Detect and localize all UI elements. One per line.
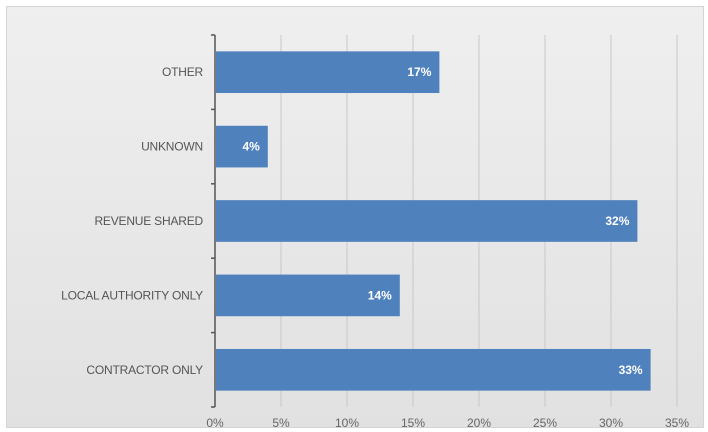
category-label: UNKNOWN <box>141 140 203 154</box>
data-label: 4% <box>242 140 260 154</box>
data-label: 17% <box>407 65 431 79</box>
category-label: LOCAL AUTHORITY ONLY <box>61 288 203 302</box>
bar <box>216 51 440 94</box>
category-label: REVENUE SHARED <box>94 214 203 228</box>
category-label: OTHER <box>162 65 204 79</box>
data-label: 33% <box>619 363 643 377</box>
x-tick-label: 0% <box>206 416 224 429</box>
data-label: 32% <box>605 214 629 228</box>
bar <box>216 200 638 242</box>
category-label: CONTRACTOR ONLY <box>86 363 203 377</box>
x-tick-label: 30% <box>599 416 623 429</box>
x-tick-label: 5% <box>272 416 290 429</box>
data-label: 14% <box>368 288 392 302</box>
x-tick-label: 20% <box>467 416 491 429</box>
x-tick-label: 25% <box>533 416 557 429</box>
x-tick-label: 15% <box>401 416 425 429</box>
chart-area: 0% 5% 10% 15% 20% 25% 30% 35% OTHER 17% UNKNOWN 4% R… <box>6 6 704 429</box>
bar-chart: 0% 5% 10% 15% 20% 25% 30% 35% OTHER 17% UNKNOWN 4% R… <box>61 34 689 429</box>
bar <box>216 274 400 317</box>
bar <box>216 348 651 391</box>
x-tick-label: 35% <box>665 416 689 429</box>
bar <box>216 125 268 168</box>
x-tick-label: 10% <box>335 416 359 429</box>
